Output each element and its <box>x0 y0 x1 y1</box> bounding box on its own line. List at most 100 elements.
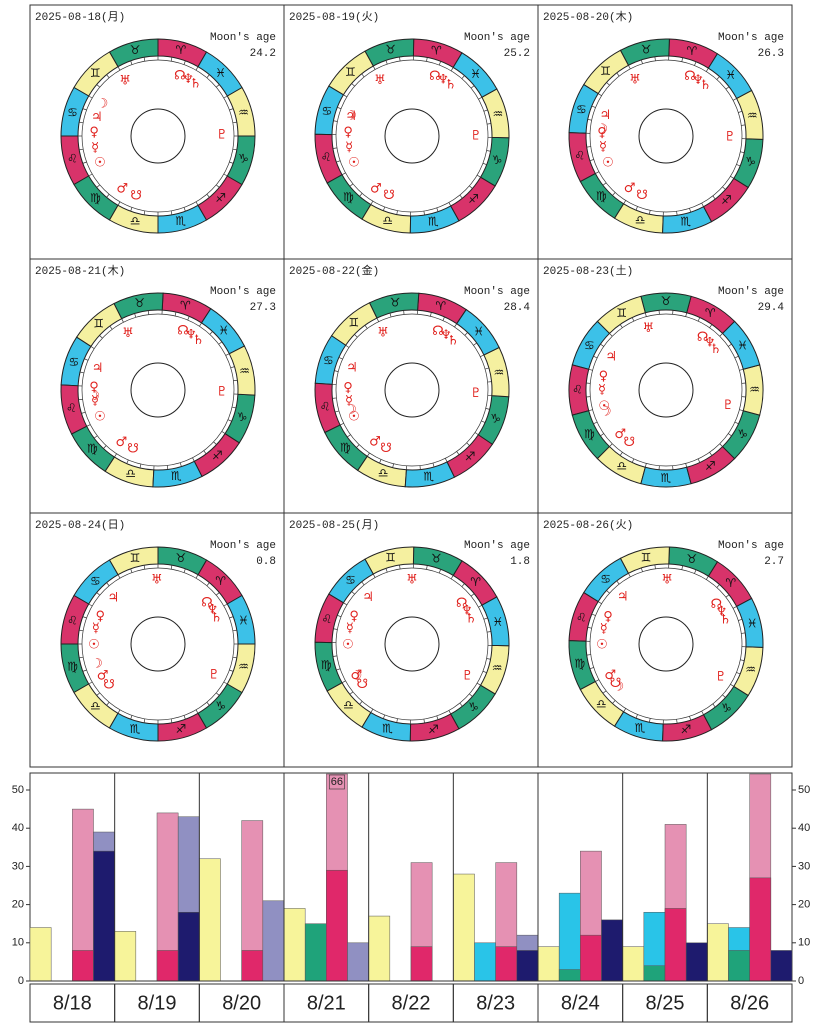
degree-tick <box>716 76 720 80</box>
degree-tick <box>223 173 228 177</box>
planet-glyph: ☊ <box>684 69 696 84</box>
planet-glyph: ♂ <box>351 668 363 683</box>
sign-glyph: ♈ <box>725 576 736 590</box>
degree-tick <box>469 185 473 189</box>
sign-glyph: ♊ <box>385 551 396 565</box>
degree-tick <box>469 693 473 697</box>
degree-tick <box>738 618 743 621</box>
degree-tick <box>644 312 647 317</box>
degree-tick <box>195 574 199 579</box>
y-tick-label: 40 <box>12 822 24 834</box>
degree-tick <box>143 57 146 62</box>
sign-glyph: ♍ <box>596 189 607 203</box>
sign-glyph: ♎ <box>616 459 627 473</box>
planet-glyph: ☉ <box>596 638 608 653</box>
sign-glyph: ♋ <box>67 106 78 120</box>
bar <box>495 946 518 982</box>
bar <box>622 946 645 982</box>
sign-segment <box>481 596 510 647</box>
planet-glyph: ♂ <box>115 435 127 450</box>
degree-tick <box>654 564 656 569</box>
sign-glyph: ♒ <box>493 366 504 380</box>
x-tick-label: 8/18 <box>53 992 92 1014</box>
sign-glyph: ♉ <box>686 552 697 566</box>
degree-tick <box>117 709 121 714</box>
planet-glyph: ♅ <box>643 321 655 336</box>
sign-glyph: ♋ <box>68 355 79 369</box>
sign-glyph: ♐ <box>681 723 692 737</box>
sign-glyph: ♑ <box>721 701 732 715</box>
degree-tick <box>117 574 121 579</box>
sign-glyph: ♒ <box>749 383 760 397</box>
degree-tick <box>130 715 133 720</box>
sign-glyph: ♌ <box>66 401 77 415</box>
degree-tick <box>689 716 692 721</box>
x-tick-label: 8/19 <box>138 992 177 1014</box>
x-tick-label: 8/26 <box>730 992 769 1014</box>
panel-date: 2025-08-23(土) <box>543 264 633 278</box>
x-tick-label: 8/23 <box>476 992 515 1014</box>
degree-tick <box>229 616 234 619</box>
degree-tick <box>195 66 199 71</box>
sign-glyph: ♐ <box>721 193 732 207</box>
degree-tick <box>84 358 89 361</box>
planet-glyph: ♀ <box>89 125 99 140</box>
x-tick-label: 8/22 <box>392 992 431 1014</box>
inner-ring <box>335 59 489 213</box>
degree-tick <box>730 683 735 687</box>
degree-tick <box>438 61 441 66</box>
planet-glyph: ☋ <box>356 677 368 692</box>
degree-tick <box>734 355 739 359</box>
sign-glyph: ♐ <box>176 722 187 736</box>
bar <box>707 923 729 982</box>
center-circle <box>638 108 694 164</box>
degree-tick <box>232 629 237 632</box>
sign-glyph: ♎ <box>382 214 393 228</box>
degree-tick <box>359 701 363 705</box>
degree-tick <box>339 423 344 426</box>
degree-tick <box>600 433 604 437</box>
degree-tick <box>595 679 600 682</box>
sign-glyph: ♋ <box>600 572 611 586</box>
degree-tick <box>227 419 232 422</box>
bar <box>643 965 666 982</box>
degree-tick <box>79 371 85 374</box>
degree-tick <box>676 719 678 724</box>
degree-tick <box>589 159 594 162</box>
moon-age: 1.8 <box>510 556 530 568</box>
sign-segment <box>707 53 753 100</box>
degree-tick <box>187 316 190 321</box>
inner-ring <box>589 567 743 721</box>
degree-tick <box>370 200 374 205</box>
planet-glyph: ♇ <box>722 398 734 413</box>
degree-tick <box>426 565 428 570</box>
planet-glyph: ♃ <box>345 109 357 124</box>
planet-glyph: ♄ <box>192 333 204 348</box>
degree-tick <box>337 107 342 110</box>
planet-glyph: ♀ <box>603 609 613 624</box>
panel-date: 2025-08-19(火) <box>289 11 379 24</box>
planet-glyph: ☋ <box>636 188 648 203</box>
y2-tick-label: 10 <box>798 937 810 949</box>
degree-tick <box>354 334 358 338</box>
degree-tick <box>588 368 593 371</box>
planet-glyph: ☋ <box>130 189 142 204</box>
bar <box>685 942 708 982</box>
sign-glyph: ♉ <box>130 43 141 57</box>
bar <box>199 858 221 982</box>
planet-glyph: ♅ <box>377 325 389 340</box>
degree-tick <box>170 718 173 723</box>
degree-tick <box>130 568 133 573</box>
inner-ring <box>81 59 235 213</box>
y2-tick-label: 40 <box>798 822 810 834</box>
degree-tick <box>728 343 732 347</box>
degree-tick <box>487 631 492 633</box>
planet-glyph: ♃ <box>617 589 629 604</box>
degree-tick <box>232 121 237 124</box>
degree-tick <box>215 692 220 696</box>
moon-age: 29.4 <box>758 302 785 314</box>
planet-glyph: ☿ <box>598 383 606 398</box>
degree-tick <box>117 66 121 71</box>
degree-tick <box>338 357 343 360</box>
moon-age: 0.8 <box>256 556 276 568</box>
